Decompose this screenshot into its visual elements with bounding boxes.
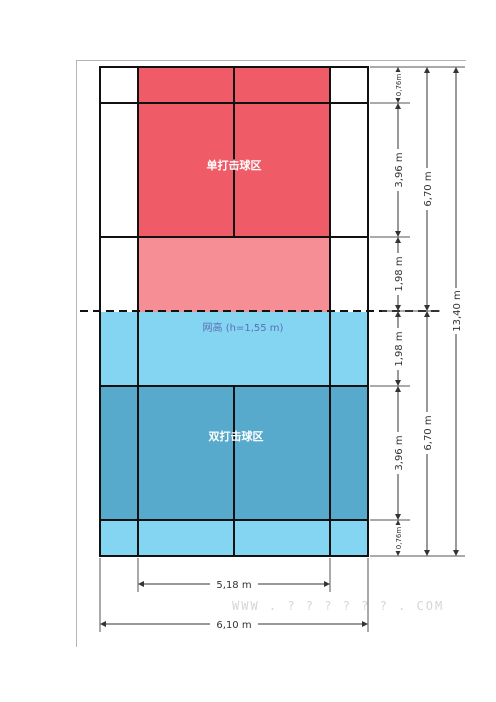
- doubles-width-label: 6,10 m: [216, 620, 251, 631]
- net-height-label: 网高 (h=1,55 m): [203, 321, 284, 334]
- dim-back-top: 0,76m: [393, 72, 403, 98]
- dim-service-bottom: 3,96 m: [391, 432, 405, 474]
- dim-half-top: 6,70 m: [420, 168, 434, 210]
- dim-front-top-label: 1,98 m: [394, 256, 405, 291]
- dim-total-length: 13,40 m: [449, 288, 463, 334]
- dim-half-top-label: 6,70 m: [423, 171, 434, 206]
- dim-service-bottom-label: 3,96 m: [394, 435, 405, 470]
- dim-front-top: 1,98 m: [391, 253, 405, 295]
- dim-service-top: 3,96 m: [391, 149, 405, 191]
- singles-width-label: 5,18 m: [216, 580, 251, 591]
- singles-front-zone: [138, 237, 330, 312]
- dim-front-bottom: 1,98 m: [391, 328, 405, 370]
- dim-half-bottom-label: 6,70 m: [423, 415, 434, 450]
- dim-back-top-label: 0,76m: [395, 74, 403, 97]
- dim-service-top-label: 3,96 m: [394, 152, 405, 187]
- doubles-front-zone: [100, 312, 368, 386]
- doubles-zone-label: 双打击球区: [209, 429, 264, 443]
- singles-width-knockout: [210, 577, 258, 591]
- frame-left-border: [76, 60, 77, 647]
- doubles-width-knockout: [210, 617, 258, 631]
- dim-half-bottom: 6,70 m: [420, 412, 434, 454]
- dim-back-bottom-label: 0,76m: [395, 527, 403, 550]
- dim-back-bottom: 0,76m: [393, 525, 403, 551]
- watermark: WWW . ? ? ? ? ? ? . COM: [232, 599, 444, 613]
- dim-front-bottom-label: 1,98 m: [394, 331, 405, 366]
- singles-zone-label: 单打击球区: [207, 158, 262, 172]
- dim-total-length-label: 13,40 m: [452, 290, 463, 332]
- frame-top-border: [76, 60, 466, 61]
- dimension-ticks: [370, 66, 465, 557]
